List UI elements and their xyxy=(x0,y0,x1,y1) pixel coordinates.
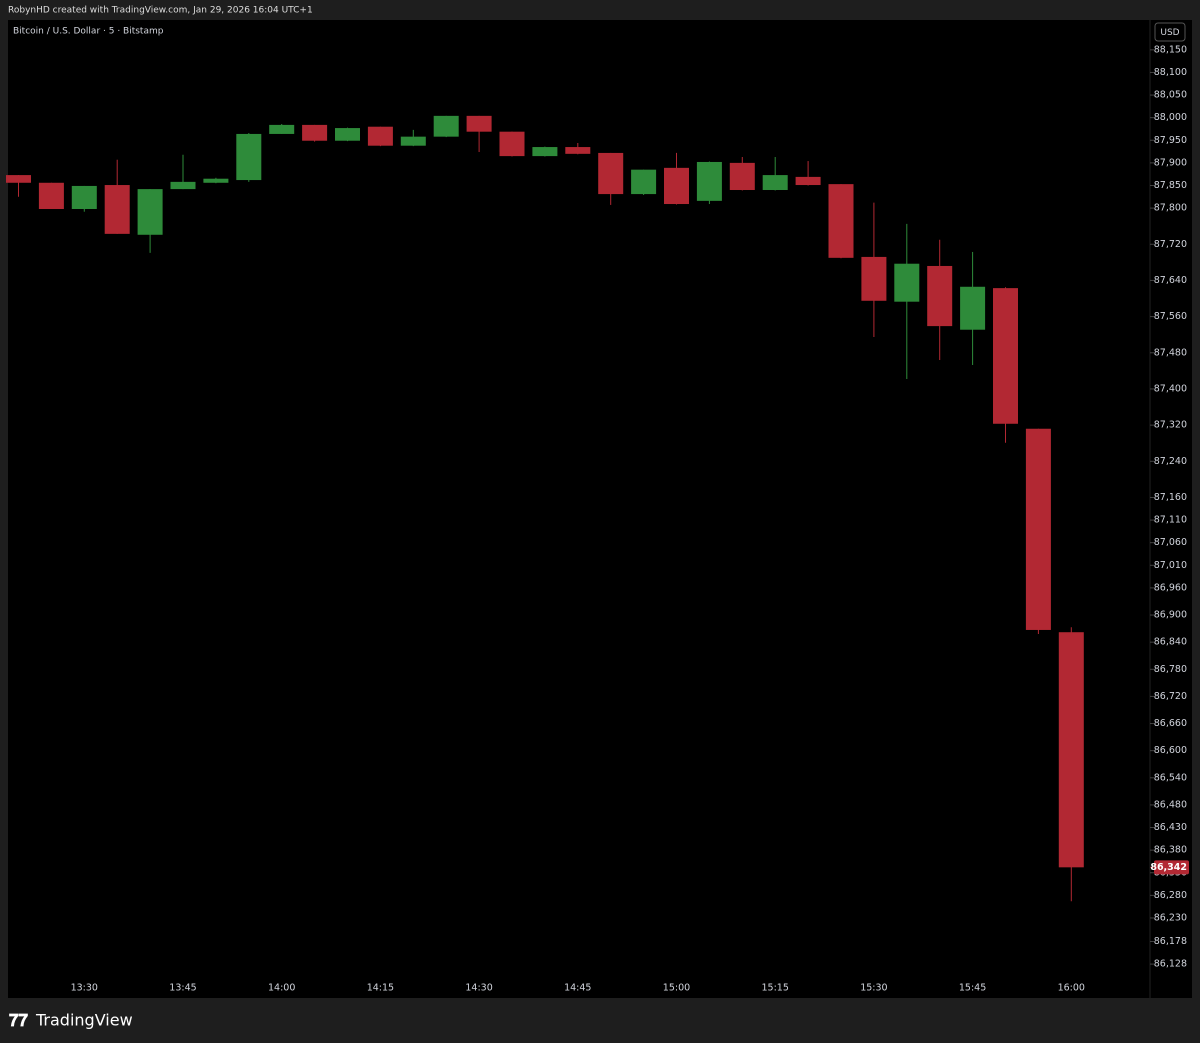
x-tick-label: 16:00 xyxy=(1058,983,1085,994)
candle-body xyxy=(1025,428,1051,630)
y-tick-label: 86,230 xyxy=(1154,912,1187,923)
candle-body xyxy=(828,184,854,258)
y-tick-label: 86,780 xyxy=(1154,664,1187,675)
x-tick-label: 14:00 xyxy=(268,983,295,994)
candle-body xyxy=(335,128,360,141)
y-tick-label: 87,560 xyxy=(1154,311,1187,322)
y-tick-label: 87,720 xyxy=(1154,239,1187,250)
logo-mark: 𝟕𝟕 xyxy=(9,1011,28,1031)
candle-body xyxy=(269,124,295,134)
x-tick-label: 14:30 xyxy=(465,983,492,994)
y-tick-label: 86,720 xyxy=(1154,691,1187,702)
candle-body xyxy=(6,175,31,183)
candle-body xyxy=(302,124,328,141)
candle-body xyxy=(598,152,624,195)
candle-body xyxy=(762,175,788,191)
x-tick-label: 13:45 xyxy=(169,983,196,994)
candle-body xyxy=(466,115,492,132)
x-tick-label: 14:15 xyxy=(367,983,394,994)
candle-body xyxy=(565,147,591,154)
y-tick-label: 86,660 xyxy=(1154,718,1187,729)
y-tick-label: 88,000 xyxy=(1154,112,1187,123)
y-tick-label: 87,900 xyxy=(1154,157,1187,168)
candle-body xyxy=(631,169,657,195)
candle-body xyxy=(104,185,130,234)
y-tick-label: 87,800 xyxy=(1154,203,1187,214)
y-tick-label: 87,110 xyxy=(1154,515,1187,526)
logo-text: TradingView xyxy=(35,1011,133,1030)
last-price-tag xyxy=(1154,860,1189,875)
y-tick-label: 86,480 xyxy=(1154,799,1187,810)
y-tick-label: 86,178 xyxy=(1154,936,1187,947)
x-tick-label: 14:45 xyxy=(564,983,591,994)
credit: RobynHD created with TradingView.com, Ja… xyxy=(8,6,313,16)
candle-body xyxy=(1058,632,1084,868)
x-tick-label: 15:00 xyxy=(663,983,690,994)
y-tick-label: 86,430 xyxy=(1154,822,1187,833)
y-tick-label: 87,240 xyxy=(1154,456,1187,467)
y-tick-label: 86,280 xyxy=(1154,890,1187,901)
y-tick-label: 86,840 xyxy=(1154,637,1187,648)
candle-body xyxy=(71,185,97,209)
candle-body xyxy=(400,136,426,146)
candle-body xyxy=(795,176,821,186)
y-tick-label: 87,010 xyxy=(1154,560,1187,571)
candle-body xyxy=(960,286,986,330)
candle-body xyxy=(367,126,393,146)
y-tick-label: 87,160 xyxy=(1154,492,1187,503)
candle-body xyxy=(861,256,887,301)
logo: 𝟕𝟕 TradingView xyxy=(9,1011,133,1032)
y-tick-label: 86,128 xyxy=(1154,959,1187,970)
candle-body xyxy=(729,162,755,191)
y-tick-label: 87,400 xyxy=(1154,383,1187,394)
candle-body xyxy=(696,161,722,201)
y-tick-label: 86,540 xyxy=(1154,772,1187,783)
candle-body xyxy=(499,131,525,157)
y-tick-label: 87,850 xyxy=(1154,180,1187,191)
currency[interactable]: USD xyxy=(1160,28,1179,38)
candle-body xyxy=(664,167,689,205)
y-tick-label: 88,150 xyxy=(1154,44,1187,55)
x-tick-label: 15:45 xyxy=(959,983,986,994)
candle-body xyxy=(894,263,920,302)
candle-body xyxy=(203,178,229,183)
candle-body xyxy=(38,182,64,209)
candle-body xyxy=(137,189,163,235)
y-tick-label: 88,100 xyxy=(1154,67,1187,78)
x-tick-label: 15:15 xyxy=(762,983,789,994)
currency-button[interactable] xyxy=(1154,22,1186,42)
y-tick-label: 86,900 xyxy=(1154,610,1187,621)
y-tick-label: 87,950 xyxy=(1154,135,1187,146)
x-tick-label: 15:30 xyxy=(860,983,887,994)
y-tick-label: 88,050 xyxy=(1154,90,1187,101)
y-tick-label: 87,640 xyxy=(1154,275,1187,286)
y-tick-label: 86,600 xyxy=(1154,745,1187,756)
candle-body xyxy=(927,265,953,327)
candle-body xyxy=(236,133,262,181)
y-tick-label: 87,320 xyxy=(1154,420,1187,431)
y-tick-label: 87,060 xyxy=(1154,537,1187,548)
y-tick-label: 86,960 xyxy=(1154,582,1187,593)
candle-body xyxy=(532,147,558,157)
x-tick-label: 13:30 xyxy=(71,983,98,994)
candle-body xyxy=(433,115,459,137)
y-tick-label: 86,380 xyxy=(1154,845,1187,856)
candle-body xyxy=(170,181,196,190)
y-tick-label: 87,480 xyxy=(1154,347,1187,358)
chart-title: Bitcoin / U.S. Dollar · 5 · Bitstamp xyxy=(13,27,164,37)
candle-body xyxy=(993,288,1018,424)
last-price-label: 86,342 xyxy=(1150,862,1187,873)
